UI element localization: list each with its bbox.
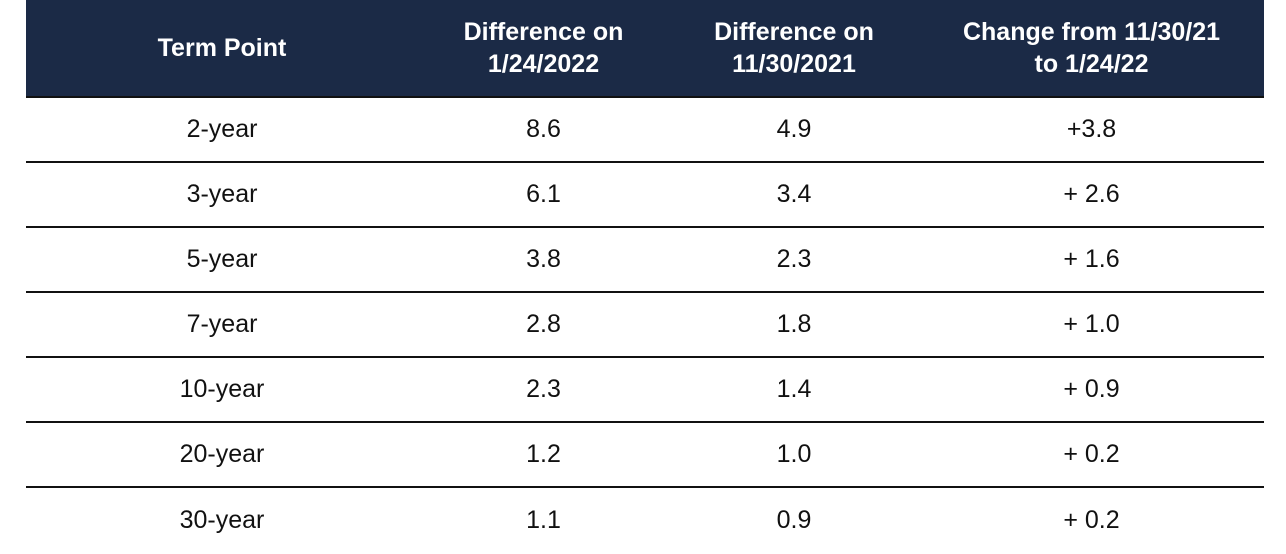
cell-difference-2021: 1.8 xyxy=(776,310,812,338)
header-row: Term Point Difference on 1/24/2022 Diffe… xyxy=(26,0,1264,97)
term-point-table-container: Term Point Difference on 1/24/2022 Diffe… xyxy=(26,0,1264,552)
table-row: 20-year 1.2 1.0 + 0.2 xyxy=(26,422,1264,487)
header-difference-2022-line2: 1/24/2022 xyxy=(487,50,600,78)
table-row: 3-year 6.1 3.4 + 2.6 xyxy=(26,162,1264,227)
table-row: 30-year 1.1 0.9 + 0.2 xyxy=(26,487,1264,552)
header-difference-2021-line2: 11/30/2021 xyxy=(732,50,856,78)
cell-difference-2022: 6.1 xyxy=(526,180,561,208)
cell-term: 2-year xyxy=(186,115,258,143)
cell-difference-2021: 1.0 xyxy=(776,440,812,468)
cell-term: 30-year xyxy=(179,505,265,534)
cell-term: 3-year xyxy=(186,180,258,208)
cell-difference-2022: 1.2 xyxy=(526,440,561,468)
cell-difference-2021: 2.3 xyxy=(776,245,812,273)
header-difference-2022: Difference on 1/24/2022 xyxy=(418,0,669,97)
cell-change: +3.8 xyxy=(1066,115,1117,143)
cell-difference-2021: 3.4 xyxy=(776,180,812,208)
cell-difference-2021: 0.9 xyxy=(776,505,812,534)
cell-difference-2022: 2.3 xyxy=(526,375,561,403)
table-header: Term Point Difference on 1/24/2022 Diffe… xyxy=(26,0,1264,97)
table-row: 2-year 8.6 4.9 +3.8 xyxy=(26,97,1264,162)
cell-difference-2022: 3.8 xyxy=(526,245,561,273)
term-point-table: Term Point Difference on 1/24/2022 Diffe… xyxy=(26,0,1264,552)
cell-change: + 0.2 xyxy=(1063,505,1120,534)
header-change-line2: to 1/24/22 xyxy=(1034,50,1149,78)
cell-difference-2022: 8.6 xyxy=(526,115,561,143)
cell-difference-2021: 4.9 xyxy=(776,115,812,143)
table-row: 7-year 2.8 1.8 + 1.0 xyxy=(26,292,1264,357)
header-difference-2021: Difference on 11/30/2021 xyxy=(669,0,919,97)
table-row: 5-year 3.8 2.3 + 1.6 xyxy=(26,227,1264,292)
header-change-line1: Change from 11/30/21 xyxy=(962,18,1221,46)
table-row: 10-year 2.3 1.4 + 0.9 xyxy=(26,357,1264,422)
header-difference-2022-line1: Difference on xyxy=(463,18,624,46)
cell-term: 20-year xyxy=(179,440,265,468)
header-change: Change from 11/30/21 to 1/24/22 xyxy=(919,0,1264,97)
cell-change: + 1.6 xyxy=(1063,245,1120,273)
cell-change: + 0.9 xyxy=(1063,375,1120,403)
table-body: 2-year 8.6 4.9 +3.8 3-year 6.1 3.4 + 2.6… xyxy=(26,97,1264,552)
cell-difference-2022: 1.1 xyxy=(526,505,561,534)
cell-change: + 1.0 xyxy=(1063,310,1120,338)
header-term-point: Term Point xyxy=(26,0,418,97)
header-difference-2021-line1: Difference on xyxy=(714,18,874,46)
cell-term: 10-year xyxy=(179,375,265,403)
cell-change: + 0.2 xyxy=(1063,440,1120,468)
cell-term: 5-year xyxy=(186,245,258,273)
cell-difference-2022: 2.8 xyxy=(526,310,561,338)
cell-change: + 2.6 xyxy=(1063,180,1120,208)
header-term-point-label: Term Point xyxy=(157,34,287,62)
cell-difference-2021: 1.4 xyxy=(776,375,812,403)
cell-term: 7-year xyxy=(186,310,258,338)
